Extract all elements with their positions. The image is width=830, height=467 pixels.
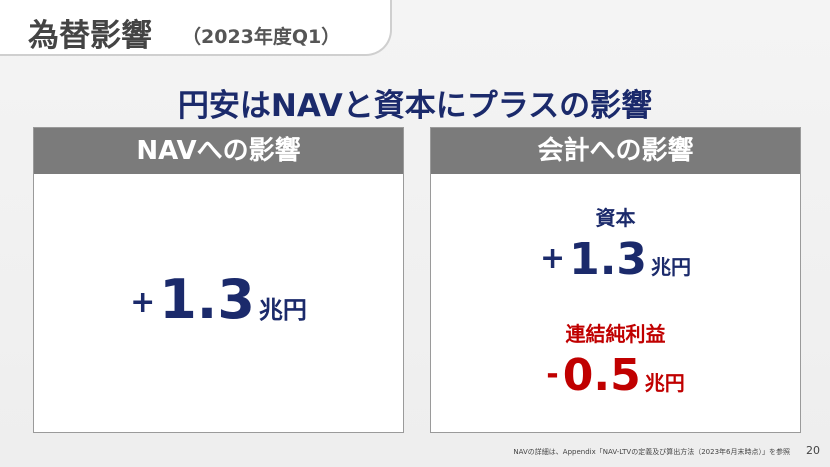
headline: 円安はNAVと資本にプラスの影響 bbox=[177, 88, 653, 124]
number: 1.3 bbox=[159, 268, 255, 331]
subtitle: （2023年度Q1） bbox=[182, 26, 341, 48]
value: +1.3 兆円 bbox=[34, 268, 403, 331]
sign: + bbox=[130, 285, 156, 320]
panel: 会計への影響 資本 +1.3 兆円 連結純利益 -0.5 兆円 bbox=[430, 127, 801, 433]
sign: + bbox=[539, 241, 566, 276]
unit: 兆円 bbox=[651, 255, 692, 279]
item-label: 資本 bbox=[595, 206, 636, 230]
panel-title: 会計への影響 bbox=[431, 128, 800, 174]
value: -0.5 兆円 bbox=[431, 350, 800, 401]
unit: 兆円 bbox=[258, 296, 307, 324]
footnote: NAVの詳細は、Appendix「NAV-LTVの定義及び算出方法（2023年6… bbox=[513, 448, 790, 456]
unit: 兆円 bbox=[644, 371, 685, 395]
header-tab bbox=[0, 0, 392, 56]
number: 1.3 bbox=[569, 234, 648, 285]
panel-title: NAVへの影響 bbox=[34, 128, 403, 174]
number: 0.5 bbox=[562, 350, 641, 401]
item-label: 連結純利益 bbox=[565, 322, 666, 346]
panel: NAVへの影響 +1.3 兆円 bbox=[33, 127, 404, 433]
sign: - bbox=[546, 357, 559, 392]
title: 為替影響 bbox=[28, 18, 152, 54]
value: +1.3 兆円 bbox=[431, 234, 800, 285]
page-number: 20 bbox=[806, 444, 820, 457]
